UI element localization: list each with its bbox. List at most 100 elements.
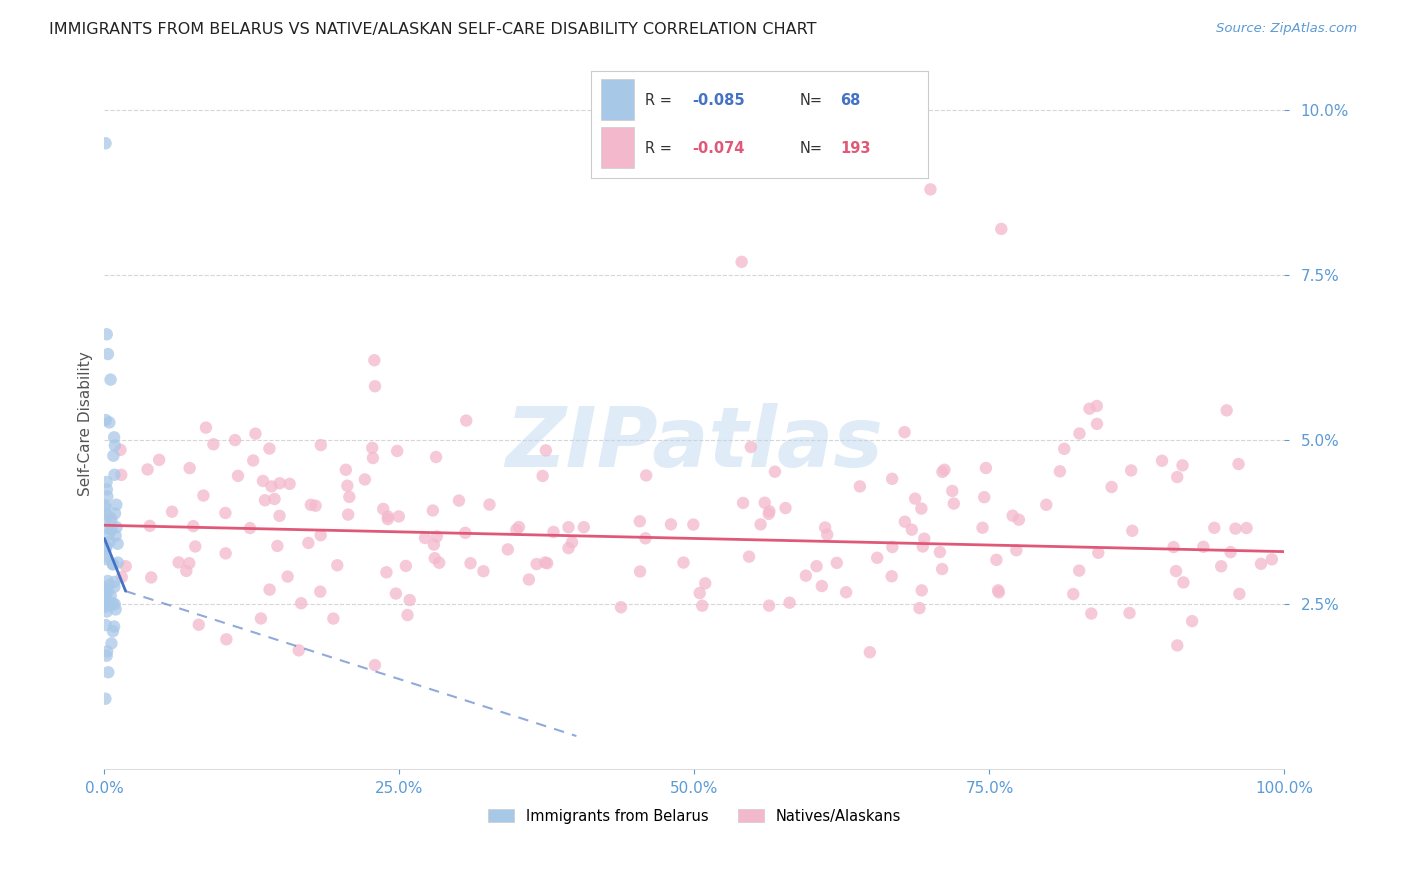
Point [104,597,127,611]
Point [287,643,309,657]
Point [472,564,495,578]
Point [100,513,122,527]
Point [96,327,118,342]
Point [361,441,384,455]
Point [636,468,658,483]
Point [628,514,651,528]
Point [97,665,120,680]
Point [110,442,132,457]
Point [263,491,285,506]
Text: N=: N= [800,141,823,156]
Point [1227,457,1250,471]
Point [928,545,950,559]
Point [941,483,963,498]
Point [1181,614,1204,628]
Point [413,531,436,545]
Point [377,509,399,524]
Point [794,568,817,582]
Point [187,617,209,632]
Point [456,413,478,427]
Point [385,444,408,458]
Point [94,513,117,527]
Point [517,573,540,587]
Point [1005,543,1028,558]
Point [98,597,121,611]
Point [103,580,125,594]
Point [194,420,217,434]
Point [1069,564,1091,578]
Point [277,569,299,583]
Point [309,584,332,599]
Point [104,529,127,543]
Point [557,520,579,534]
Point [1062,587,1084,601]
Point [245,426,267,441]
Point [508,520,530,534]
Point [94,597,117,611]
Point [763,465,786,479]
Point [96,490,118,504]
Point [93,552,115,566]
Point [973,490,995,504]
Point [259,582,281,597]
Point [94,498,117,512]
Point [882,540,904,554]
Point [103,467,125,482]
Point [322,611,344,625]
Point [96,644,118,658]
Point [866,550,889,565]
Point [98,416,121,430]
Point [423,551,446,566]
Point [496,542,519,557]
Point [94,599,117,614]
Point [815,527,838,541]
Point [531,469,554,483]
Point [908,601,931,615]
Point [990,222,1012,236]
Point [361,451,384,466]
Point [96,539,118,553]
Text: ZIPatlas: ZIPatlas [506,403,883,484]
Point [104,438,127,452]
Point [278,476,301,491]
Point [96,597,118,611]
Point [94,587,117,601]
Point [1085,399,1108,413]
Point [1152,454,1174,468]
Point [758,507,780,521]
Point [1008,513,1031,527]
Text: R =: R = [644,93,672,108]
Point [193,489,215,503]
Point [101,557,124,571]
Point [986,553,1008,567]
Point [1085,417,1108,431]
Point [1069,426,1091,441]
Point [100,373,122,387]
Point [252,474,274,488]
Point [942,497,965,511]
Point [974,461,997,475]
Point [610,600,633,615]
Point [1053,442,1076,456]
Point [1087,546,1109,560]
Point [811,579,834,593]
Point [1078,401,1101,416]
Point [1250,557,1272,571]
Point [94,597,117,611]
Point [1121,463,1143,477]
Point [107,537,129,551]
Point [103,449,125,463]
Point [101,596,124,610]
Point [214,506,236,520]
Point [353,473,375,487]
Point [97,578,120,592]
Point [100,589,122,603]
Point [738,549,761,564]
Point [94,582,117,596]
Point [388,509,411,524]
Point [110,467,132,482]
Text: -0.085: -0.085 [692,93,744,108]
Point [100,523,122,537]
Point [94,413,117,427]
Point [105,520,128,534]
